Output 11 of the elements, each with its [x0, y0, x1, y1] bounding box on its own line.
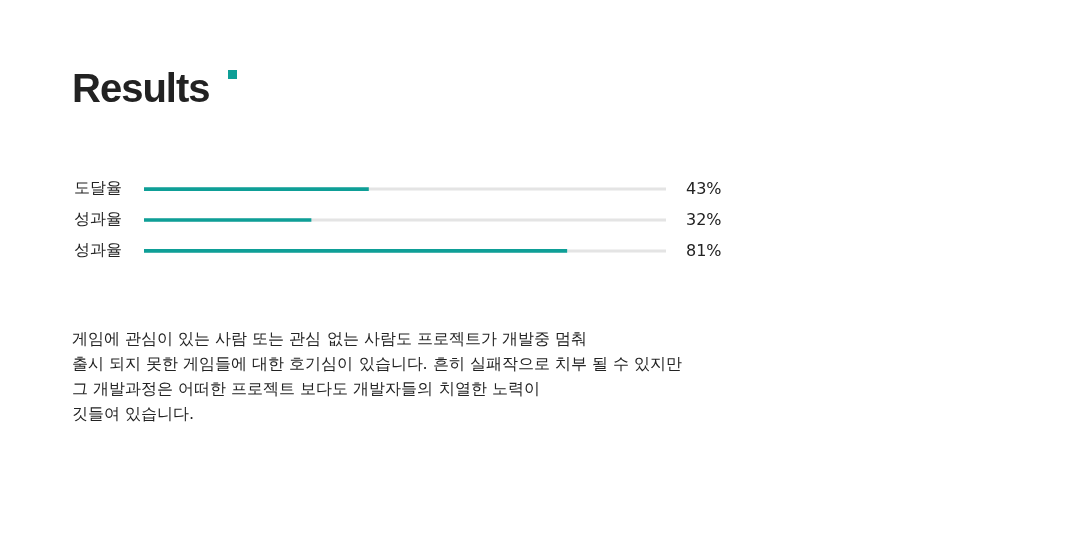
data-label: 32% — [686, 210, 722, 230]
y-tick-label: 도달율 — [74, 178, 122, 198]
y-tick-label: 성과율 — [74, 240, 122, 260]
text: 게임에 관심이 있는 사람 또는 관심 없는 사람도 프로젝트가 개발중 멈춰 — [72, 328, 588, 350]
text: 출시 되지 못한 게임들에 대한 호기심이 있습니다. 흔히 실패작으로 치부 될 수 있지만 — [72, 353, 683, 375]
chart-title: Results — [72, 66, 210, 111]
text: 깃들여 있습니다. — [72, 403, 196, 425]
text: 그 개발과정은 어떠한 프로젝트 보다도 개발자들의 치열한 노력이 — [72, 378, 541, 400]
y-tick-label: 성과율 — [74, 209, 122, 229]
data-label: 81% — [686, 241, 722, 261]
data-label: 43% — [686, 179, 722, 199]
